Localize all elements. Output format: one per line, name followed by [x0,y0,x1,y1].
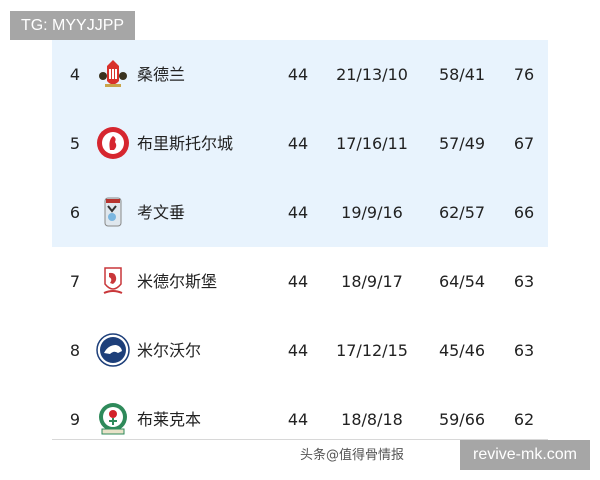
millwall-crest-icon [96,333,130,367]
goals-for-against: 58/41 [438,65,486,84]
watermark-bottom: revive-mk.com [460,440,590,470]
table-row[interactable]: 6 考文垂 44 19/9/16 62/57 66 [52,178,548,247]
bristol-city-crest-icon [97,127,129,159]
watermark-overlay: 头条@值得骨情报 [300,448,405,463]
played: 44 [287,134,309,153]
team-name[interactable]: 米尔沃尔 [137,341,202,360]
table-row[interactable]: 8 米尔沃尔 44 17/12/15 45/46 63 [52,316,548,385]
rank: 7 [69,272,81,291]
coventry-crest-icon [104,197,122,227]
watermark-top: TG: MYYJJPP [10,11,135,40]
win-draw-loss: 18/8/18 [341,410,403,429]
played: 44 [287,65,309,84]
table-row[interactable]: 5 布里斯托尔城 44 17/16/11 57/49 67 [52,109,548,178]
goals-for-against: 64/54 [438,272,486,291]
rank: 9 [69,410,81,429]
win-draw-loss: 17/16/11 [336,134,408,153]
points: 66 [513,203,535,222]
points: 63 [513,272,535,291]
rank: 4 [69,65,81,84]
points: 62 [513,410,535,429]
points: 63 [513,341,535,360]
win-draw-loss: 21/13/10 [336,65,408,84]
win-draw-loss: 19/9/16 [341,203,403,222]
goals-for-against: 59/66 [438,410,486,429]
win-draw-loss: 17/12/15 [336,341,408,360]
table-row[interactable]: 4 桑德兰 44 21/13/10 58/41 76 [52,40,548,109]
points: 67 [513,134,535,153]
played: 44 [287,341,309,360]
played: 44 [287,272,309,291]
team-name[interactable]: 布莱克本 [137,410,202,429]
goals-for-against: 57/49 [438,134,486,153]
standings-table: 4 桑德兰 44 21/13/10 58/41 76 5 布里斯托尔城 44 1… [52,40,548,440]
rank: 8 [69,341,81,360]
table-row[interactable]: 7 米德尔斯堡 44 18/9/17 64/54 63 [52,247,548,316]
team-name[interactable]: 考文垂 [137,203,186,222]
team-name[interactable]: 桑德兰 [137,65,186,84]
points: 76 [513,65,535,84]
team-name[interactable]: 米德尔斯堡 [137,272,218,291]
played: 44 [287,410,309,429]
rank: 6 [69,203,81,222]
team-name[interactable]: 布里斯托尔城 [137,134,234,153]
goals-for-against: 62/57 [438,203,486,222]
win-draw-loss: 18/9/17 [341,272,403,291]
rank: 5 [69,134,81,153]
played: 44 [287,203,309,222]
table-row[interactable]: 9 布莱克本 44 18/8/18 59/66 62 [52,385,548,454]
middlesbrough-crest-icon [103,267,123,294]
sunderland-crest-icon [99,60,127,87]
goals-for-against: 45/46 [438,341,486,360]
blackburn-crest-icon [99,403,127,435]
